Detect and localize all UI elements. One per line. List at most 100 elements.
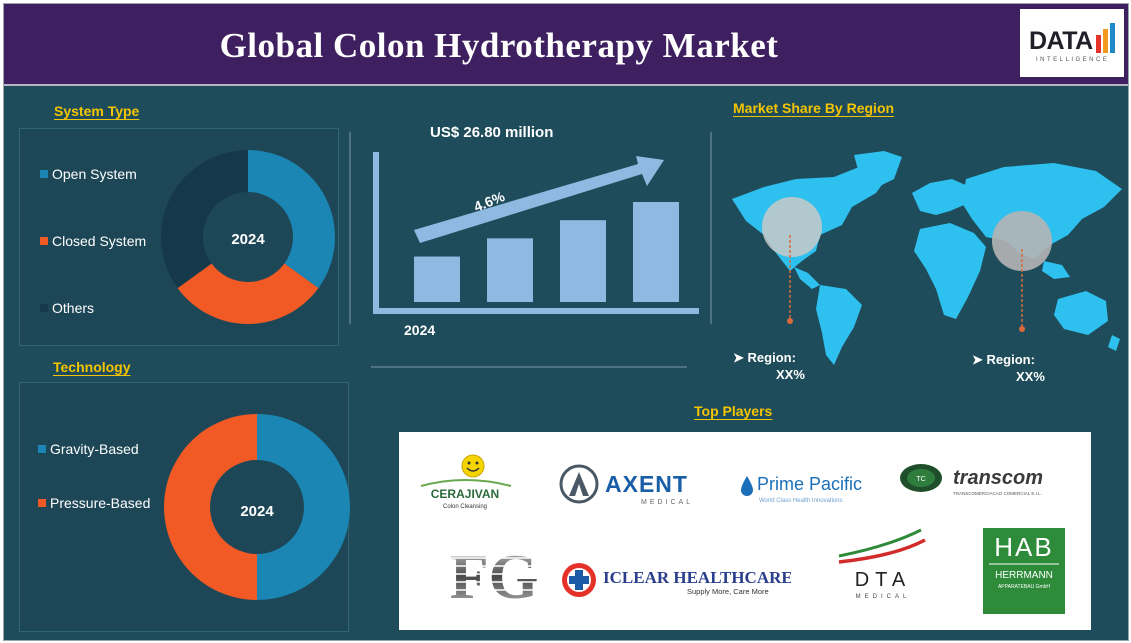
svg-text:TC: TC	[916, 476, 925, 483]
iclear-healthcare-logo: ICLEAR HEALTHCARE Supply More, Care More	[561, 558, 793, 602]
svg-text:DTA: DTA	[855, 569, 912, 591]
legend-others: Others	[40, 300, 94, 316]
legend-label: Others	[52, 300, 95, 316]
svg-text:ICLEAR HEALTHCARE: ICLEAR HEALTHCARE	[603, 568, 791, 587]
technology-title: Technology	[53, 359, 131, 375]
technology-donut: 2024	[164, 414, 350, 600]
region-marker-dot	[1019, 326, 1025, 332]
svg-text:HAB: HAB	[994, 532, 1053, 562]
greenland-shape	[854, 151, 902, 189]
svg-text:FG: FG	[451, 542, 537, 612]
logo-text: DATA	[1029, 27, 1093, 55]
south-america-shape	[816, 285, 862, 365]
iclear-cross-icon: ICLEAR HEALTHCARE Supply More, Care More	[562, 563, 793, 597]
logo-bars-icon	[1096, 23, 1115, 53]
logo-tagline: INTELLIGENCE	[1036, 57, 1110, 63]
fg-logo: FG	[450, 541, 539, 612]
svg-text:Colon Cleansing: Colon Cleansing	[443, 504, 487, 510]
region-label-1: ➤ Region:	[733, 350, 796, 366]
page-title: Global Colon Hydrotherapy Market	[219, 26, 779, 65]
svg-text:World Class Health Innovations: World Class Health Innovations	[759, 498, 843, 504]
divider-bottom	[371, 366, 687, 368]
hab-badge-icon: HAB HERRMANN APPARATEBAU GmbH	[983, 528, 1065, 614]
svg-text:TRANSCOMERCIACAO COMERCIAL E.I: TRANSCOMERCIACAO COMERCIAL E.I.L.	[953, 491, 1042, 496]
legend-swatch	[38, 445, 46, 453]
donut-slice-others	[161, 150, 248, 289]
growth-bar	[633, 202, 679, 302]
region-value-1: XX%	[776, 367, 805, 382]
growth-bar-chart: 4.6%	[373, 152, 699, 314]
donut-slice-open-system	[248, 150, 335, 289]
dta-medical-logo: DTA MEDICAL	[829, 526, 939, 606]
legend-open-system: Open System	[40, 166, 137, 182]
chevron-right-icon: ➤	[733, 350, 744, 365]
region-label-2: ➤ Region:	[972, 352, 1035, 368]
growth-bar	[414, 256, 460, 302]
legend-closed-system: Closed System	[40, 233, 146, 249]
legend-label: Closed System	[52, 233, 147, 249]
market-value-label: US$ 26.80 million	[430, 124, 554, 141]
region-title: Market Share By Region	[733, 100, 895, 116]
header-bar: Global Colon Hydrotherapy Market DATA IN…	[4, 4, 1128, 86]
svg-text:CERAJIVAN: CERAJIVAN	[431, 487, 499, 501]
africa-shape	[914, 223, 986, 319]
prime-pacific-drop-icon: Prime Pacific World Class Health Innovat…	[741, 474, 862, 504]
svg-text:Supply More, Care More: Supply More, Care More	[687, 587, 769, 596]
svg-text:HERRMANN: HERRMANN	[995, 570, 1053, 581]
transcom-globe-icon: TC transcom TRANSCOMERCIACAO COMERCIAL E…	[900, 464, 1043, 496]
region-label-text: Region:	[747, 350, 796, 365]
legend-swatch	[40, 170, 48, 178]
central-america-shape	[794, 267, 820, 289]
legend-swatch	[40, 237, 48, 245]
legend-swatch	[40, 304, 48, 312]
svg-text:MEDICAL: MEDICAL	[856, 594, 911, 600]
world-map	[732, 151, 1122, 365]
donut-slice-gravity-based	[257, 414, 350, 600]
datam-logo: DATA INTELLIGENCE	[1020, 9, 1124, 77]
svg-text:AXENT: AXENT	[605, 471, 688, 497]
se-asia-shape	[1042, 261, 1070, 279]
top-players-title: Top Players	[694, 403, 773, 419]
system-type-donut: 2024	[161, 150, 335, 324]
svg-text:transcom: transcom	[953, 467, 1043, 489]
legend-swatch	[38, 499, 46, 507]
axent-logo: AXENT MEDICAL	[559, 462, 711, 510]
cerajivan-smiley-icon: CERAJIVAN Colon Cleansing	[420, 454, 512, 510]
region-label-text: Region:	[986, 352, 1035, 367]
region-marker-circle	[762, 197, 822, 257]
hab-herrmann-logo: HAB HERRMANN APPARATEBAU GmbH	[981, 526, 1067, 616]
prime-pacific-logo: Prime Pacific World Class Health Innovat…	[739, 470, 889, 510]
svg-text:MEDICAL: MEDICAL	[641, 499, 693, 506]
axent-a-icon: AXENT MEDICAL	[559, 464, 693, 506]
legend-label: Pressure-Based	[50, 495, 151, 511]
region-marker-circle	[992, 211, 1052, 271]
donut-slice-pressure-based	[164, 414, 257, 600]
fg-monogram-icon: FG	[450, 541, 539, 612]
svg-text:Prime Pacific: Prime Pacific	[757, 474, 862, 494]
growth-year-label: 2024	[404, 322, 436, 338]
x-axis-line	[373, 308, 699, 314]
legend-label: Gravity-Based	[50, 441, 139, 457]
infographic-frame: Global Colon Hydrotherapy Market DATA IN…	[3, 3, 1129, 641]
system-type-title: System Type	[54, 103, 140, 119]
dta-swoosh-icon: DTA MEDICAL	[838, 528, 926, 600]
cerajivan-logo: CERAJIVAN Colon Cleansing	[415, 452, 515, 512]
divider-right	[710, 132, 712, 324]
legend-label: Open System	[52, 166, 137, 182]
top-players-panel: CERAJIVAN Colon Cleansing AXENT MEDICAL …	[399, 432, 1091, 630]
new-zealand-shape	[1108, 335, 1120, 351]
region-marker-dot	[787, 318, 793, 324]
growth-arrow-icon	[414, 156, 664, 243]
svg-text:APPARATEBAU GmbH: APPARATEBAU GmbH	[998, 584, 1050, 590]
donut-center-label: 2024	[231, 231, 265, 248]
growth-bar	[487, 238, 533, 302]
donut-slice-closed-system	[177, 263, 319, 324]
transcom-logo: TC transcom TRANSCOMERCIACAO COMERCIAL E…	[899, 460, 1069, 502]
europe-shape	[912, 179, 970, 215]
legend-gravity-based: Gravity-Based	[38, 441, 139, 457]
region-value-2: XX%	[1016, 369, 1045, 384]
legend-pressure-based: Pressure-Based	[38, 495, 150, 511]
y-axis-line	[373, 152, 379, 314]
australia-shape	[1054, 291, 1108, 335]
growth-bar	[560, 220, 606, 302]
